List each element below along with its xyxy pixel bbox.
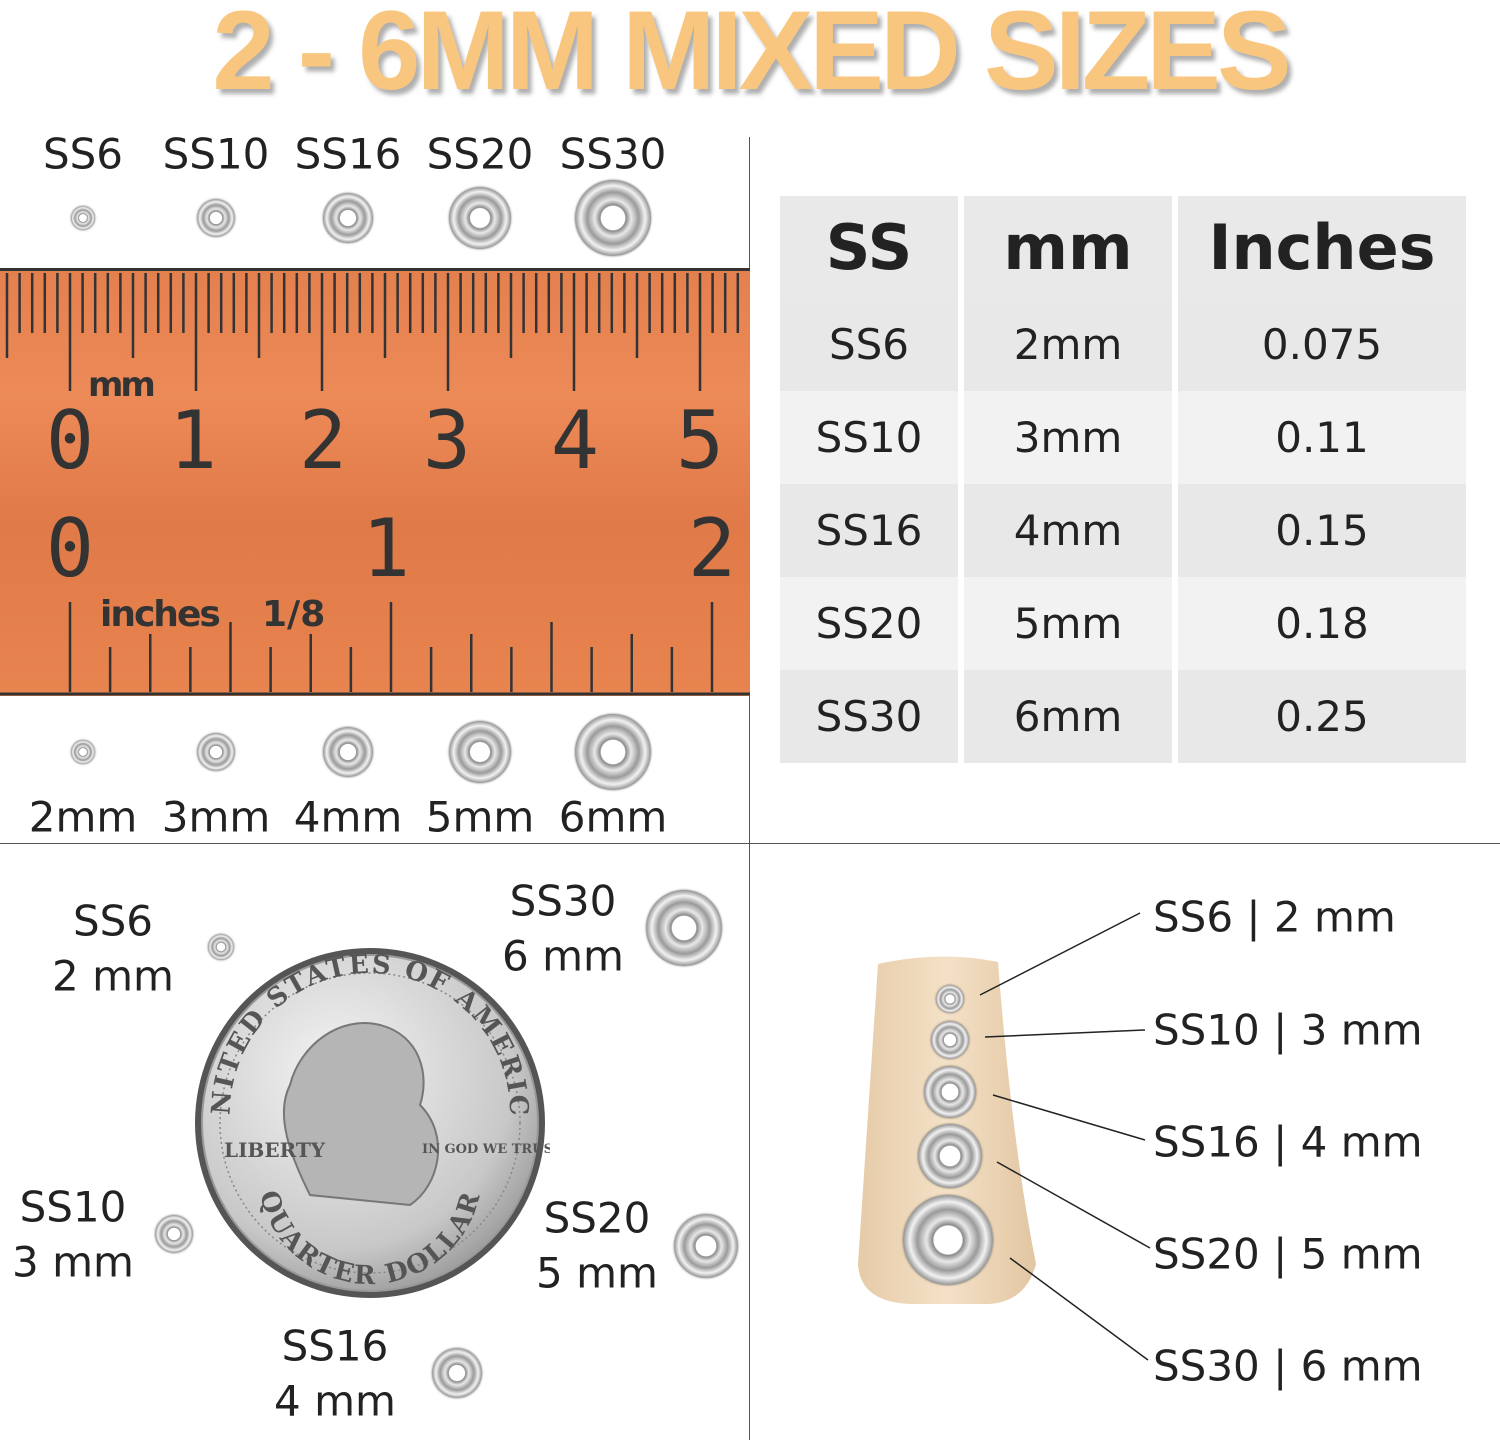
rhinestone-icon <box>197 733 235 771</box>
ruler-body <box>0 268 750 696</box>
rhinestone-icon <box>674 1214 738 1278</box>
rhinestone-icon <box>323 727 373 777</box>
table-row: SS20 5mm 0.18 <box>780 577 1466 670</box>
table-cell: 4mm <box>964 484 1172 577</box>
ss-text: SS6 <box>72 896 154 946</box>
mm-text: 2 mm <box>52 951 174 1000</box>
rhinestone-icon <box>71 740 95 764</box>
rhinestone-icon <box>449 187 511 249</box>
rhinestone-icon <box>575 714 651 790</box>
rhinestone-icon <box>918 1124 982 1188</box>
table-cell: 5mm <box>964 577 1172 670</box>
table-row: SS10 3mm 0.11 <box>780 391 1466 484</box>
table-cell: 3mm <box>964 391 1172 484</box>
table-cell: 0.15 <box>1178 484 1466 577</box>
table-row: SS30 6mm 0.25 <box>780 670 1466 763</box>
table-cell: 0.18 <box>1178 577 1466 670</box>
ss-label: SS10 <box>162 129 270 179</box>
vertical-divider <box>749 137 750 1440</box>
nail-label: SS30 | 6 mm <box>1153 1341 1423 1391</box>
mm-text: 6 mm <box>502 931 624 980</box>
coin-label-ss6: SS6 2 mm <box>52 894 174 1003</box>
ruler: mm 0 1 2 3 4 5 0 1 2 inches 1/8 <box>0 268 750 696</box>
ss-label: SS16 <box>294 129 402 179</box>
quarter-coin-image: UNITED STATES OF AMERICA LIBERTY IN GOD … <box>190 945 550 1298</box>
table-cell: SS20 <box>780 577 958 670</box>
table-header: mm <box>964 196 1172 298</box>
table-cell: 2mm <box>964 298 1172 391</box>
mm-text: 4 mm <box>274 1376 396 1425</box>
washington-portrait <box>282 1022 440 1207</box>
coin-label-ss10: SS10 3 mm <box>12 1180 134 1289</box>
imperial-number: 1 <box>362 502 410 595</box>
table-cell: SS6 <box>780 298 958 391</box>
nail-label: SS10 | 3 mm <box>1153 1005 1423 1055</box>
nail-label: SS20 | 5 mm <box>1153 1229 1423 1279</box>
mm-label: 4mm <box>293 792 403 842</box>
table-cell: SS10 <box>780 391 958 484</box>
rhinestone-icon <box>575 180 651 256</box>
rhinestone-icon <box>924 1066 976 1118</box>
ss-text: SS20 <box>543 1193 651 1243</box>
page-title: 2 - 6MM MIXED SIZES <box>212 0 1291 113</box>
mm-text: 3 mm <box>12 1237 134 1286</box>
rhinestone-icon <box>71 206 95 230</box>
mm-text: 5 mm <box>536 1248 658 1297</box>
metric-number: 5 <box>676 394 724 487</box>
nail-label: SS16 | 4 mm <box>1153 1117 1423 1167</box>
imperial-number: 2 <box>688 502 736 595</box>
rhinestone-icon <box>432 1348 482 1398</box>
metric-number: 1 <box>169 394 217 487</box>
table-cell: 0.25 <box>1178 670 1466 763</box>
table-cell: 0.075 <box>1178 298 1466 391</box>
table-row: SS6 2mm 0.075 <box>780 298 1466 391</box>
coin-lettering-liberty: LIBERTY <box>224 1138 326 1162</box>
rhinestone-icon <box>931 1021 969 1059</box>
imperial-number: 0 <box>46 502 94 595</box>
rhinestone-icon <box>155 1215 193 1253</box>
rhinestone-icon <box>197 199 235 237</box>
metric-number: 0 <box>46 394 94 487</box>
metric-number: 4 <box>551 394 599 487</box>
ss-text: SS16 <box>281 1321 389 1371</box>
rhinestone-icon <box>646 890 722 966</box>
nail-label: SS6 | 2 mm <box>1153 892 1396 942</box>
rhinestone-icon <box>903 1195 993 1285</box>
size-table: SS mm Inches SS6 2mm 0.075 SS10 3mm 0.11… <box>774 196 1472 763</box>
table-header: Inches <box>1178 196 1466 298</box>
table-row: SS16 4mm 0.15 <box>780 484 1466 577</box>
coin-label-ss30: SS30 6 mm <box>502 874 624 983</box>
ss-text: SS30 <box>509 876 617 926</box>
table-header: SS <box>780 196 958 298</box>
horizontal-divider <box>0 843 1500 844</box>
rhinestone-icon <box>936 985 964 1013</box>
table-cell: SS30 <box>780 670 958 763</box>
coin-lettering-motto: IN GOD WE TRUST <box>422 1142 550 1157</box>
ss-label: SS6 <box>42 129 124 179</box>
ss-text: SS10 <box>19 1182 127 1232</box>
coin-label-ss16: SS16 4 mm <box>274 1319 396 1428</box>
rhinestone-icon <box>449 721 511 783</box>
metric-number: 2 <box>299 394 347 487</box>
metric-number: 3 <box>423 394 471 487</box>
mm-label: 2mm <box>28 792 138 842</box>
metric-unit-label: mm <box>88 365 153 405</box>
rhinestone-icon <box>323 193 373 243</box>
table-cell: SS16 <box>780 484 958 577</box>
rhinestone-icon <box>208 934 234 960</box>
coin-label-ss20: SS20 5 mm <box>536 1191 658 1300</box>
mm-label: 3mm <box>161 792 271 842</box>
mm-label: 5mm <box>425 792 535 842</box>
table-cell: 6mm <box>964 670 1172 763</box>
imperial-fraction-label: 1/8 <box>262 594 325 635</box>
imperial-unit-label: inches <box>100 594 219 635</box>
mm-label: 6mm <box>558 792 668 842</box>
table-cell: 0.11 <box>1178 391 1466 484</box>
ss-label: SS20 <box>426 129 534 179</box>
table-header-row: SS mm Inches <box>780 196 1466 298</box>
ss-label: SS30 <box>559 129 667 179</box>
